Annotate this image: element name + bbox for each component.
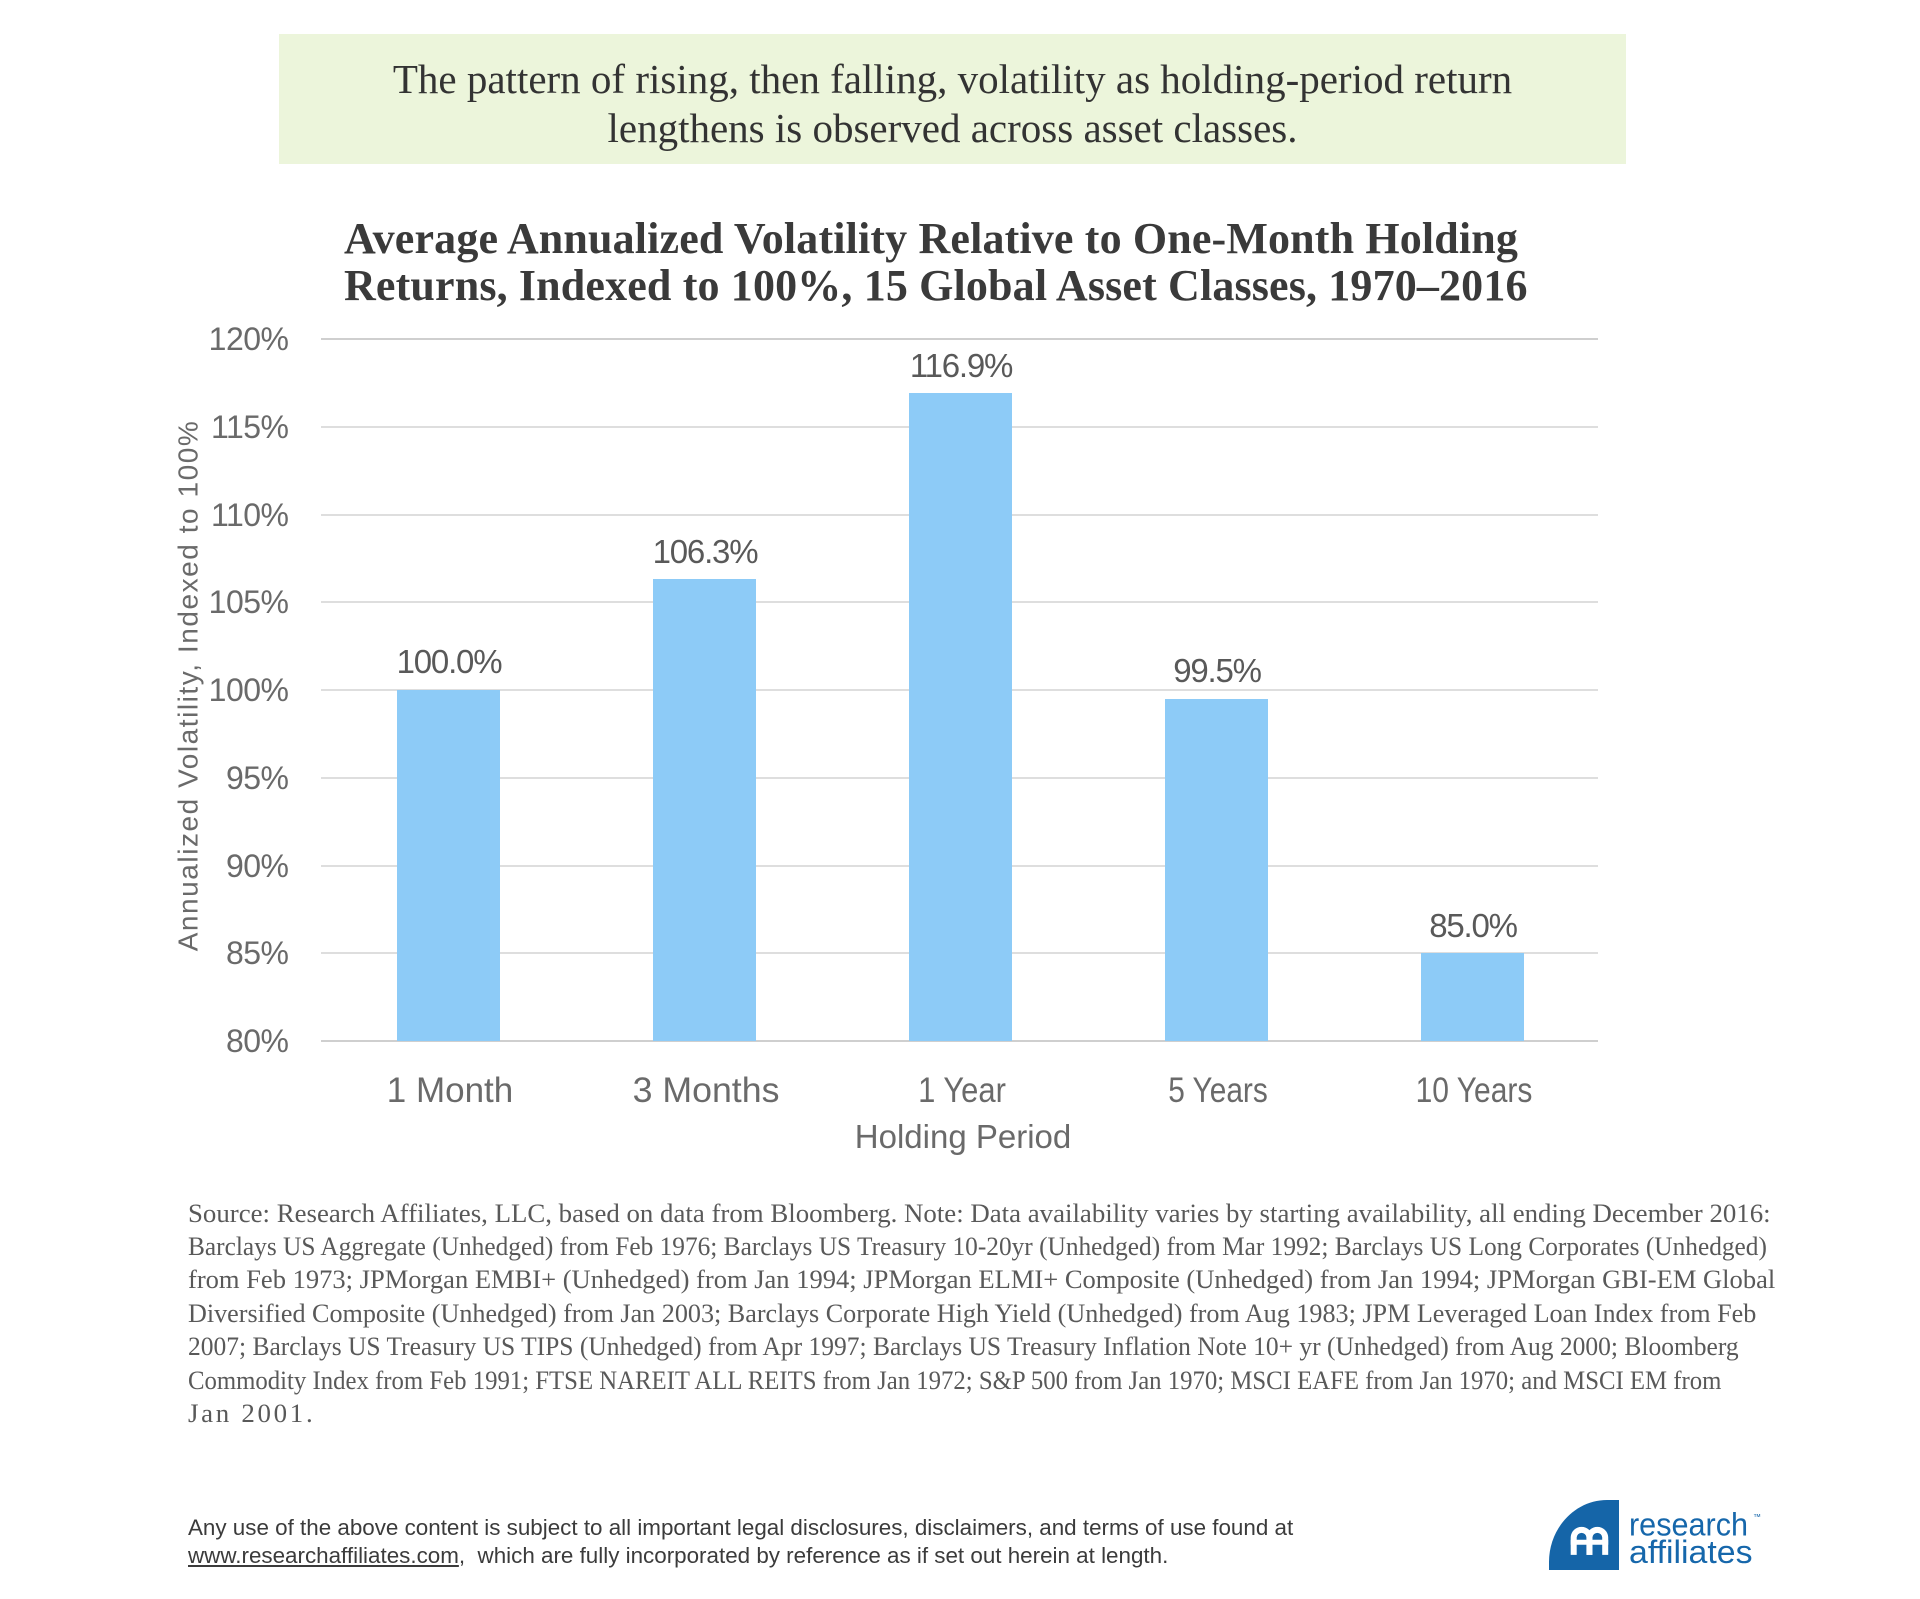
svg-text:research: research bbox=[1629, 1506, 1748, 1542]
svg-text:™: ™ bbox=[1753, 1513, 1761, 1522]
svg-text:affiliates: affiliates bbox=[1629, 1534, 1753, 1570]
